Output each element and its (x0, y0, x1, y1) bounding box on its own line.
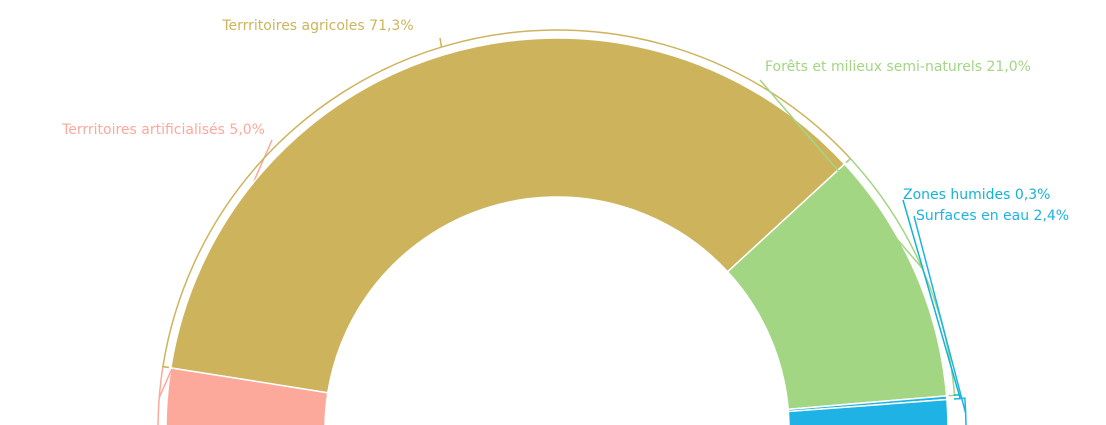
segment-label: Terrritoires agricoles 71,3% (221, 18, 413, 34)
label-bracket (162, 29, 852, 369)
category-name: Forêts et milieux semi-naturels (765, 59, 982, 75)
segment-label: Zones humides 0,3% (903, 187, 1051, 203)
category-name: Terrritoires artificialisés (61, 122, 225, 138)
value-label: 71,3% (369, 18, 413, 34)
segment-label: Terrritoires artificialisés 5,0% (61, 122, 265, 138)
label-bracket (913, 215, 967, 425)
value-label: 2,4% (1034, 208, 1070, 224)
category-name: Zones humides (903, 187, 1010, 203)
value-label: 21,0% (987, 59, 1031, 75)
segment-label: Surfaces en eau 2,4% (916, 208, 1069, 224)
segment-label: Forêts et milieux semi-naturels 21,0% (765, 59, 1031, 75)
donut-segment (169, 37, 846, 394)
category-name: Surfaces en eau (916, 208, 1029, 224)
value-label: 5,0% (229, 122, 265, 138)
donut-segment (787, 398, 949, 425)
category-name: Terrritoires agricoles (221, 18, 364, 34)
value-label: 0,3% (1015, 187, 1051, 203)
